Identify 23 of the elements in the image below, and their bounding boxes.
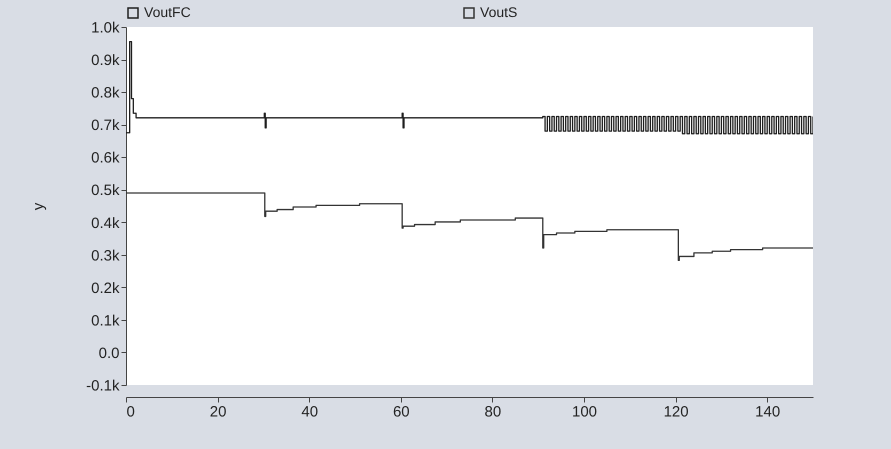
x-tick-label: 140 xyxy=(755,404,780,420)
y-axis-title: y xyxy=(30,202,48,210)
y-tick-label: 0.3k xyxy=(91,247,120,264)
x-tick-label: 120 xyxy=(664,404,689,420)
y-tick-label: 0.8k xyxy=(91,84,120,102)
y-tick-label: 1.0k xyxy=(91,20,120,36)
y-tick-label: 0.1k xyxy=(91,312,120,330)
y-tick-label: 0.4k xyxy=(91,214,120,232)
x-tick-label: 40 xyxy=(301,404,318,420)
y-tick-label: -0.1k xyxy=(86,378,120,394)
y-tick-label: 0.6k xyxy=(91,150,120,167)
legend-label: VoutFC xyxy=(144,4,191,20)
y-tick-label: 0.7k xyxy=(91,117,120,134)
y-tick-label: 0.5k xyxy=(91,182,120,200)
legend-label: VoutS xyxy=(480,4,518,20)
x-tick-label: 60 xyxy=(392,404,410,420)
y-tick-label: 0.9k xyxy=(91,52,120,70)
x-tick-label: 80 xyxy=(484,404,502,420)
x-tick-label: 100 xyxy=(572,404,598,420)
y-tick-label: 0.2k xyxy=(91,280,120,297)
x-tick-label: 0 xyxy=(126,404,135,420)
x-tick-label: 20 xyxy=(210,404,226,420)
y-tick-label: 0.0 xyxy=(98,344,120,362)
